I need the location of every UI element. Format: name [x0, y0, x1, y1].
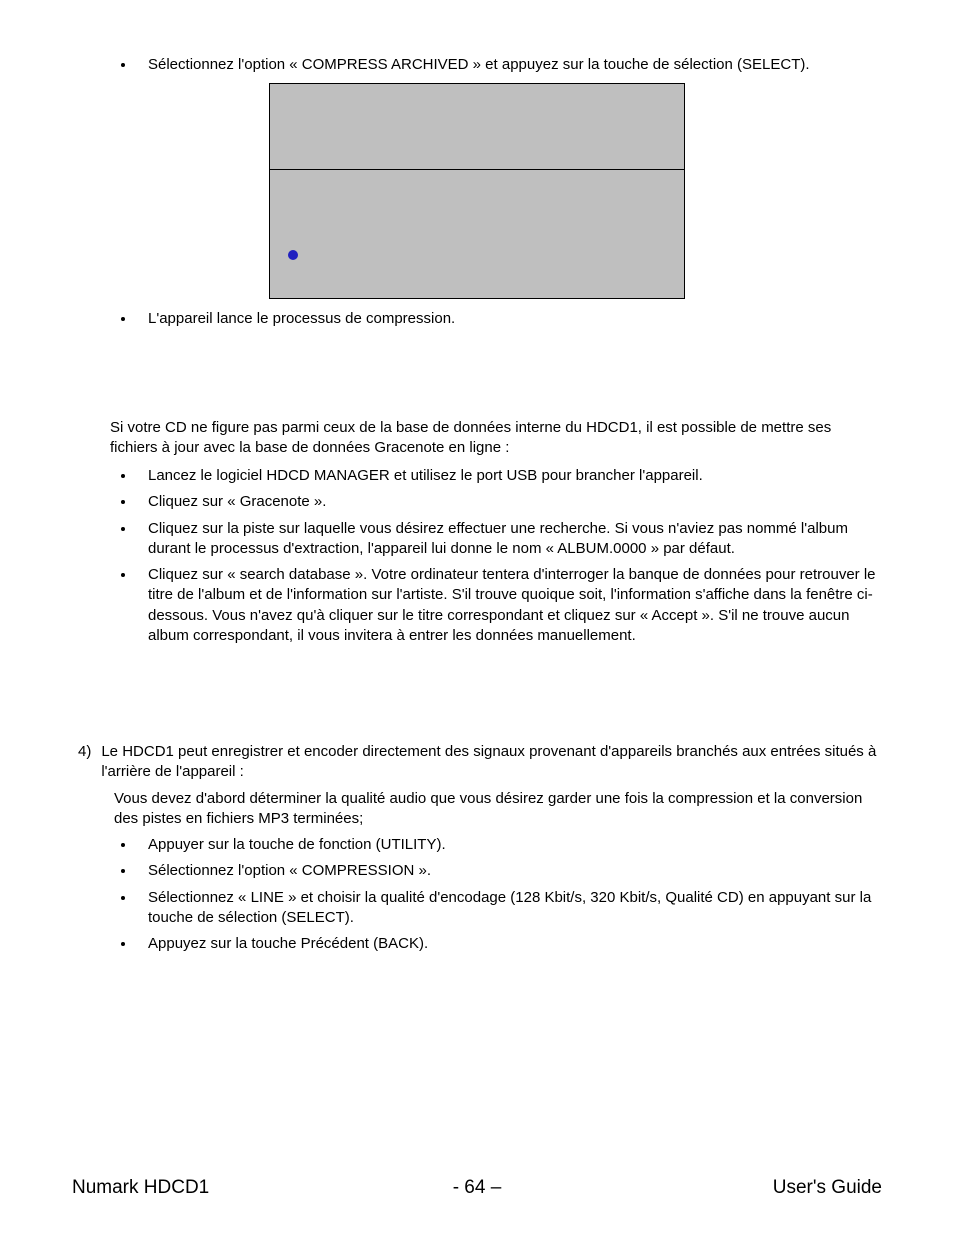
list-item: Appuyer sur la touche de fonction (UTILI… [136, 835, 882, 855]
spacer [72, 336, 882, 418]
bullet-text: Sélectionnez l'option « COMPRESS ARCHIVE… [148, 56, 810, 73]
footer-left: Numark HDCD1 [72, 1175, 342, 1201]
list-item: Sélectionnez l'option « COMPRESSION ». [136, 861, 882, 881]
bullet-text: Lancez le logiciel HDCD MANAGER et utili… [148, 467, 703, 484]
placeholder-pane-top [270, 84, 684, 170]
list-item: Cliquez sur « search database ». Votre o… [136, 565, 882, 646]
screenshot-placeholder [269, 83, 685, 299]
list-item: Sélectionnez « LINE » et choisir la qual… [136, 888, 882, 929]
list-item: L'appareil lance le processus de compres… [136, 309, 882, 329]
bullet-text: Sélectionnez l'option « COMPRESSION ». [148, 862, 431, 879]
section2-intro: Si votre CD ne figure pas parmi ceux de … [110, 418, 882, 459]
spacer [72, 652, 882, 742]
blue-dot-icon [288, 250, 298, 260]
section3-bullet-list: Appuyer sur la touche de fonction (UTILI… [136, 835, 882, 954]
bullet-text: L'appareil lance le processus de compres… [148, 310, 455, 327]
list-item: Sélectionnez l'option « COMPRESS ARCHIVE… [136, 55, 882, 75]
list-item: Cliquez sur « Gracenote ». [136, 492, 882, 512]
placeholder-pane-bottom [270, 170, 684, 298]
bullet-text: Cliquez sur la piste sur laquelle vous d… [148, 520, 848, 557]
page-footer: Numark HDCD1 - 64 – User's Guide [0, 1175, 954, 1201]
section3-sub: Vous devez d'abord déterminer la qualité… [114, 789, 882, 830]
list-item: Lancez le logiciel HDCD MANAGER et utili… [136, 466, 882, 486]
bullet-text: Sélectionnez « LINE » et choisir la qual… [148, 889, 871, 926]
section1-bullet-list: Sélectionnez l'option « COMPRESS ARCHIVE… [136, 55, 882, 75]
list-item: Appuyez sur la touche Précédent (BACK). [136, 934, 882, 954]
list-item: Cliquez sur la piste sur laquelle vous d… [136, 519, 882, 560]
bullet-text: Appuyez sur la touche Précédent (BACK). [148, 935, 428, 952]
item-lead: Le HDCD1 peut enregistrer et encoder dir… [101, 742, 882, 783]
item-number: 4) [78, 742, 91, 783]
section1-after-image-list: L'appareil lance le processus de compres… [136, 309, 882, 329]
numbered-item-4: 4) Le HDCD1 peut enregistrer et encoder … [78, 742, 882, 783]
bullet-text: Cliquez sur « search database ». Votre o… [148, 566, 876, 644]
footer-page-number: - 64 – [342, 1175, 612, 1201]
section2-bullet-list: Lancez le logiciel HDCD MANAGER et utili… [136, 466, 882, 646]
page: Sélectionnez l'option « COMPRESS ARCHIVE… [0, 0, 954, 1235]
footer-right: User's Guide [612, 1175, 882, 1201]
bullet-text: Cliquez sur « Gracenote ». [148, 493, 326, 510]
bullet-text: Appuyer sur la touche de fonction (UTILI… [148, 836, 446, 853]
